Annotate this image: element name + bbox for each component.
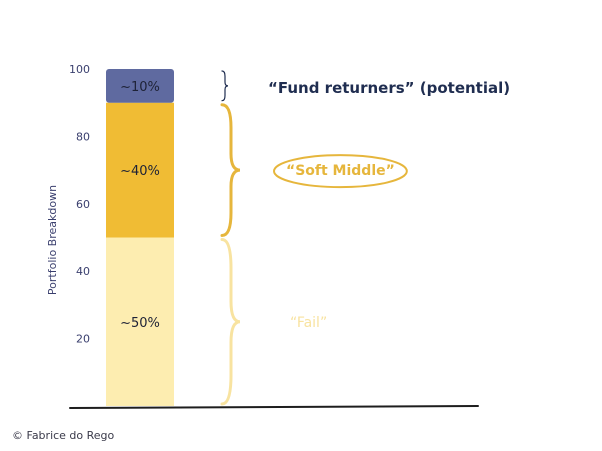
segment-value-label: ~40% <box>120 164 160 179</box>
segment-value-label: ~10% <box>120 80 160 95</box>
segment-annotation: “Soft Middle” <box>286 163 395 179</box>
y-tick-label: 40 <box>76 265 90 278</box>
curly-brace <box>220 238 241 406</box>
y-tick-label: 20 <box>76 333 90 346</box>
bar-segment <box>106 102 174 238</box>
annotation-circle <box>273 154 408 189</box>
y-axis-label: Portfolio Breakdown <box>46 185 59 295</box>
curly-brace <box>220 103 241 237</box>
segment-annotation: “Fail” <box>290 315 327 331</box>
segment-annotation: “Fund returners” (potential) <box>268 79 510 97</box>
y-tick-label: 60 <box>76 198 90 211</box>
bar-segment <box>106 69 174 103</box>
copyright-icon: © <box>12 429 23 442</box>
bar-segment <box>106 237 174 406</box>
y-tick-label: 80 <box>76 130 90 143</box>
y-tick-label: 100 <box>69 63 90 76</box>
x-axis-baseline <box>69 405 479 409</box>
copyright-credit: © Fabrice do Rego <box>12 429 114 442</box>
author-name: Fabrice do Rego <box>26 429 115 442</box>
curly-brace <box>221 70 229 102</box>
segment-value-label: ~50% <box>120 316 160 331</box>
